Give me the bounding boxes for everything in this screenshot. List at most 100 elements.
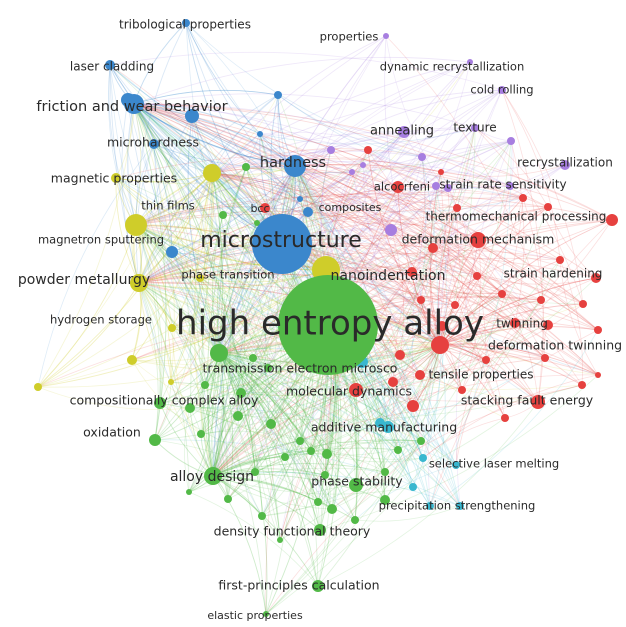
label-strain-hardening[interactable]: strain hardening (504, 267, 603, 281)
label-hardness[interactable]: hardness (260, 155, 326, 171)
node-composites[interactable] (303, 207, 313, 217)
label-recrystallization[interactable]: recrystallization (517, 156, 613, 170)
network-node-unlabeled (349, 169, 355, 175)
network-node-unlabeled (186, 489, 192, 495)
network-node-unlabeled (501, 414, 509, 422)
label-bcc[interactable]: bcc (250, 202, 269, 215)
label-oxidation[interactable]: oxidation (83, 425, 141, 440)
network-node-unlabeled (307, 447, 315, 455)
network-edge (213, 476, 266, 614)
network-node-unlabeled (168, 379, 174, 385)
label-texture[interactable]: texture (453, 121, 496, 135)
network-node-unlabeled (327, 146, 335, 154)
network-node-unlabeled (314, 498, 322, 506)
node-thermomechanical-processing[interactable] (606, 214, 618, 226)
node-oxidation[interactable] (149, 434, 161, 446)
network-node-unlabeled (409, 483, 417, 491)
label-thin-films[interactable]: thin films (141, 199, 195, 213)
label-magnetron-sputtering[interactable]: magnetron sputtering (38, 233, 164, 247)
network-node-unlabeled (274, 91, 282, 99)
label-composites[interactable]: composites (319, 201, 382, 214)
network-node-unlabeled (395, 350, 405, 360)
network-node-unlabeled (407, 400, 419, 412)
label-alloy-design[interactable]: alloy design (170, 469, 254, 485)
network-node-unlabeled (257, 131, 263, 137)
network-node-unlabeled (242, 163, 250, 171)
network-node-unlabeled (34, 383, 42, 391)
label-stacking-fault-energy[interactable]: stacking fault energy (461, 393, 594, 408)
label-elastic-properties[interactable]: elastic properties (207, 609, 303, 622)
network-node-unlabeled (482, 356, 490, 364)
label-twinning[interactable]: twinning (496, 317, 548, 331)
node-hydrogen-storage[interactable] (168, 324, 176, 332)
network-node-unlabeled (281, 453, 289, 461)
network-node-unlabeled (127, 355, 137, 365)
network-node-unlabeled (578, 381, 586, 389)
network-node-unlabeled (327, 504, 337, 514)
label-nanoindentation[interactable]: nanoindentation (331, 268, 446, 284)
network-node-unlabeled (258, 512, 266, 520)
label-annealing[interactable]: annealing (370, 124, 434, 139)
label-alcocrfeni[interactable]: alcocrfeni (374, 180, 430, 194)
node-tensile-properties[interactable] (415, 370, 425, 380)
label-properties[interactable]: properties (320, 30, 379, 44)
label-deformation-twinning[interactable]: deformation twinning (488, 338, 622, 353)
network-node-unlabeled (579, 300, 587, 308)
label-microhardness[interactable]: microhardness (107, 135, 199, 150)
label-first-principles-calculation[interactable]: first-principles calculation (218, 578, 379, 593)
label-magnetic-properties[interactable]: magnetic properties (51, 171, 177, 186)
label-selective-laser-melting[interactable]: selective laser melting (429, 457, 559, 471)
network-node-unlabeled (394, 446, 402, 454)
label-strain-rate-sensitivity[interactable]: strain rate sensitivity (439, 178, 566, 192)
label-precipitation-strengthening[interactable]: precipitation strengthening (379, 499, 536, 513)
network-node-unlabeled (266, 419, 276, 429)
label-cold-rolling[interactable]: cold rolling (470, 83, 533, 97)
network-node-unlabeled (197, 430, 205, 438)
network-node-unlabeled (364, 146, 372, 154)
node-properties[interactable] (383, 33, 389, 39)
network-node-unlabeled (595, 372, 601, 378)
label-additive-manufacturing[interactable]: additive manufacturing (311, 420, 457, 435)
label-friction-and-wear-behavior[interactable]: friction and wear behavior (36, 99, 227, 115)
network-node-unlabeled (360, 162, 366, 168)
network-node-unlabeled (537, 296, 545, 304)
label-thermomechanical-processing[interactable]: thermomechanical processing (426, 210, 607, 224)
label-layer: high entropy alloy microstructure nanoinde… (18, 18, 622, 623)
network-node-unlabeled (519, 194, 527, 202)
node-magnetron-sputtering[interactable] (166, 246, 178, 258)
network-node-unlabeled (594, 326, 602, 334)
network-node-unlabeled (417, 437, 425, 445)
network-node-unlabeled (438, 169, 444, 175)
label-transmission-electron-microsco[interactable]: transmission electron microsco (203, 361, 398, 376)
network-node-unlabeled (385, 224, 397, 236)
label-tensile-properties[interactable]: tensile properties (428, 368, 533, 382)
network-node-unlabeled (322, 449, 332, 459)
network-node-unlabeled (507, 137, 515, 145)
network-node-unlabeled (541, 354, 549, 362)
node-transmission-electron-microsco[interactable] (210, 344, 228, 362)
network-node-unlabeled (233, 411, 243, 421)
network-node-unlabeled (296, 437, 304, 445)
label-high-entropy-alloy[interactable]: high entropy alloy (176, 304, 484, 344)
label-microstructure[interactable]: microstructure (200, 228, 362, 253)
network-node-unlabeled (224, 495, 232, 503)
network-node-unlabeled (219, 211, 227, 219)
network-node-unlabeled (473, 272, 481, 280)
label-laser-cladding[interactable]: laser cladding (70, 60, 154, 74)
network-node-unlabeled (203, 164, 221, 182)
label-hydrogen-storage[interactable]: hydrogen storage (50, 313, 152, 327)
label-tribological-properties[interactable]: tribological properties (119, 18, 251, 32)
label-molecular-dynamics[interactable]: molecular dynamics (286, 384, 412, 399)
network-node-unlabeled (498, 290, 506, 298)
label-powder-metallurgy[interactable]: powder metallurgy (18, 272, 150, 288)
network-node-unlabeled (418, 153, 426, 161)
label-phase-stability[interactable]: phase stability (311, 474, 403, 489)
label-density-functional-theory[interactable]: density functional theory (214, 524, 371, 539)
label-phase-transition[interactable]: phase transition (181, 268, 274, 282)
label-compositionally-complex-alloy[interactable]: compositionally complex alloy (70, 393, 259, 408)
label-deformation-mechanism[interactable]: deformation mechanism (402, 232, 555, 247)
network-node-unlabeled (201, 381, 209, 389)
label-dynamic-recrystallization[interactable]: dynamic recrystallization (380, 60, 524, 74)
